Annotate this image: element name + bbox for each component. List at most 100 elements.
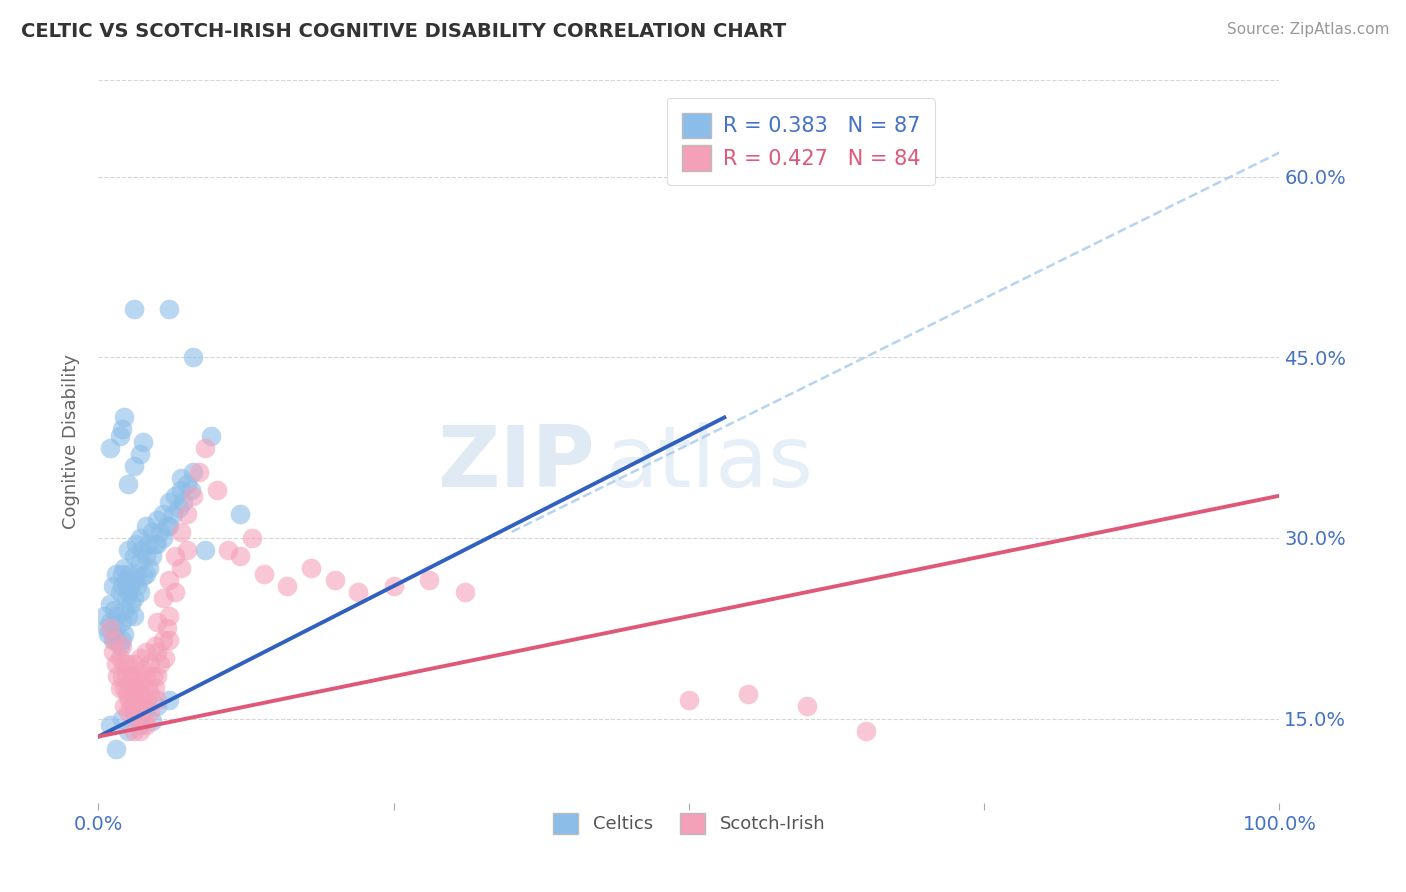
Point <box>157 302 180 317</box>
Point <box>128 555 150 569</box>
Point <box>299 561 322 575</box>
Point <box>111 669 134 683</box>
Point <box>101 633 124 648</box>
Point <box>101 645 124 659</box>
Point <box>117 609 139 624</box>
Point <box>146 513 169 527</box>
Point <box>115 687 138 701</box>
Point <box>136 681 159 696</box>
Point <box>132 434 155 449</box>
Point <box>128 585 150 599</box>
Point <box>139 687 162 701</box>
Point <box>112 561 135 575</box>
Point <box>108 639 131 653</box>
Point <box>98 615 121 630</box>
Point <box>136 537 159 551</box>
Point <box>855 723 877 738</box>
Y-axis label: Cognitive Disability: Cognitive Disability <box>62 354 80 529</box>
Point <box>127 681 149 696</box>
Point <box>382 579 405 593</box>
Point <box>105 741 128 756</box>
Point <box>172 494 194 508</box>
Point <box>146 537 169 551</box>
Point <box>157 693 180 707</box>
Point <box>125 567 148 582</box>
Point <box>181 489 204 503</box>
Point <box>117 476 139 491</box>
Point <box>229 507 252 521</box>
Point <box>217 542 239 557</box>
Point <box>149 657 172 672</box>
Point <box>165 489 187 503</box>
Point <box>194 542 217 557</box>
Point <box>132 693 155 707</box>
Point <box>205 483 228 497</box>
Point <box>111 615 134 630</box>
Point <box>152 507 174 521</box>
Point <box>117 657 139 672</box>
Point <box>122 706 145 720</box>
Point <box>120 582 142 596</box>
Point <box>200 428 222 442</box>
Point <box>157 633 180 648</box>
Point <box>125 537 148 551</box>
Point <box>122 591 145 606</box>
Point <box>170 471 193 485</box>
Point <box>176 542 198 557</box>
Point <box>98 441 121 455</box>
Point <box>146 645 169 659</box>
Point <box>253 567 276 582</box>
Point <box>121 699 143 714</box>
Point <box>103 633 125 648</box>
Point <box>149 524 172 539</box>
Point <box>153 651 176 665</box>
Point <box>128 675 150 690</box>
Point <box>128 651 150 665</box>
Point <box>122 681 145 696</box>
Point <box>176 476 198 491</box>
Point <box>141 549 163 563</box>
Point <box>117 542 139 557</box>
Point <box>117 706 139 720</box>
Point <box>118 567 141 582</box>
Point <box>152 633 174 648</box>
Text: Source: ZipAtlas.com: Source: ZipAtlas.com <box>1226 22 1389 37</box>
Point <box>157 519 180 533</box>
Point <box>128 706 150 720</box>
Point <box>112 681 135 696</box>
Point <box>737 687 759 701</box>
Point <box>117 585 139 599</box>
Point <box>132 714 155 728</box>
Point <box>97 627 120 641</box>
Point <box>142 669 165 683</box>
Point <box>138 561 160 575</box>
Point <box>112 410 135 425</box>
Point <box>112 657 135 672</box>
Point <box>105 669 128 683</box>
Point <box>105 657 128 672</box>
Point <box>125 669 148 683</box>
Point <box>105 609 128 624</box>
Point <box>135 693 157 707</box>
Point <box>156 519 179 533</box>
Point <box>181 465 204 479</box>
Point <box>170 483 193 497</box>
Point <box>122 609 145 624</box>
Point <box>128 531 150 545</box>
Point <box>135 567 157 582</box>
Point <box>180 483 202 497</box>
Point <box>128 723 150 738</box>
Point <box>128 446 150 460</box>
Point <box>165 585 187 599</box>
Point <box>98 621 121 635</box>
Point <box>98 597 121 611</box>
Point <box>229 549 252 563</box>
Point <box>143 639 166 653</box>
Point <box>122 723 145 738</box>
Point <box>132 569 155 583</box>
Point <box>111 633 134 648</box>
Point <box>135 717 157 731</box>
Point <box>276 579 298 593</box>
Point <box>108 651 131 665</box>
Point <box>170 524 193 539</box>
